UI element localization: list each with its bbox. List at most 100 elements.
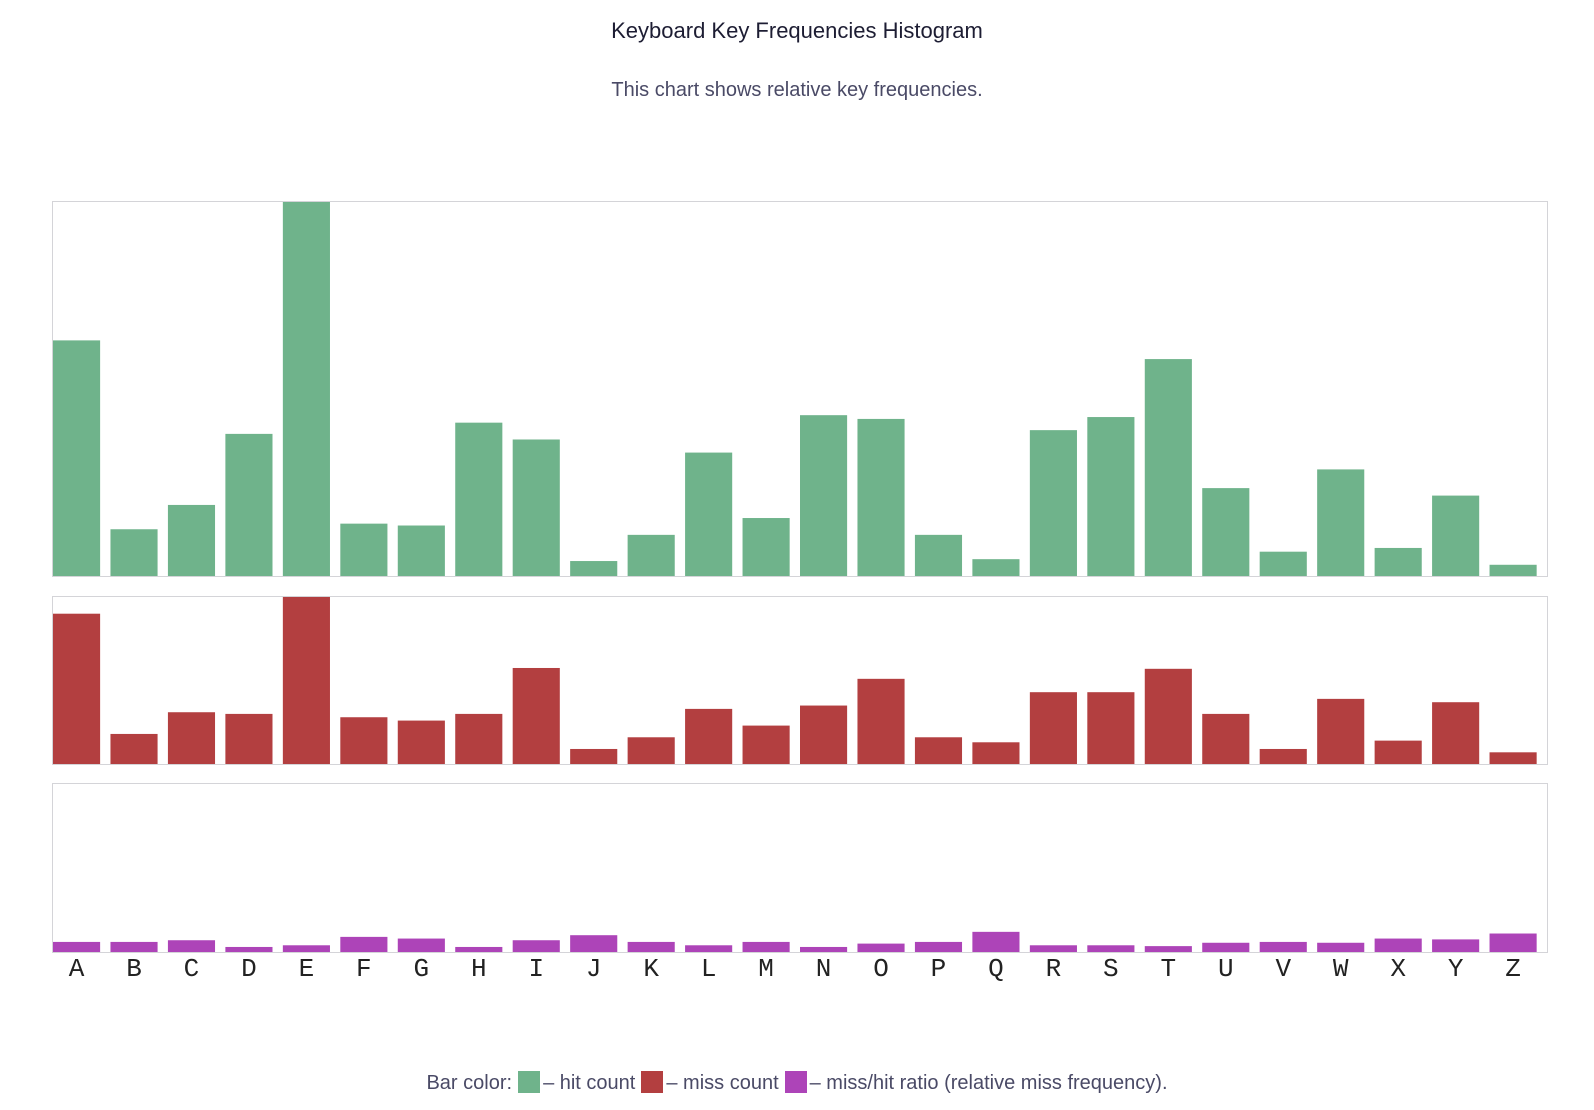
miss-hit-ratio-bar-d bbox=[225, 946, 273, 952]
hit-count-bar-q bbox=[972, 559, 1020, 576]
miss-count-bar-i bbox=[512, 667, 560, 764]
miss-count-bar-e bbox=[282, 597, 330, 764]
key-label-a: A bbox=[68, 954, 85, 984]
miss-hit-ratio-bar-p bbox=[914, 941, 963, 952]
key-label-d: D bbox=[241, 954, 257, 984]
key-label-r: R bbox=[1045, 954, 1062, 984]
chart-subtitle: This chart shows relative key frequencie… bbox=[611, 79, 983, 101]
hit-count-bar-x bbox=[1374, 547, 1422, 576]
miss-count-bar-l bbox=[685, 708, 733, 764]
hit-count-bar-p bbox=[914, 534, 963, 576]
key-label-t: T bbox=[1160, 954, 1177, 984]
key-label-y: Y bbox=[1447, 954, 1464, 984]
hit-count-bar-k bbox=[627, 534, 675, 576]
hit-count-bar-b bbox=[110, 529, 158, 576]
key-label-o: O bbox=[873, 954, 889, 984]
key-label-s: S bbox=[1103, 954, 1119, 984]
key-label-u: U bbox=[1217, 954, 1234, 984]
key-label-l: L bbox=[700, 954, 717, 984]
legend: Bar color: – hit count – miss count – miss/… bbox=[0, 1071, 1594, 1095]
miss-hit-ratio-bar-s bbox=[1087, 945, 1135, 952]
key-label-g: G bbox=[413, 954, 430, 984]
miss-hit-ratio-bar-a bbox=[53, 941, 101, 952]
key-label-b: B bbox=[126, 954, 142, 984]
hit-count-bar-e bbox=[282, 202, 330, 576]
miss-count-bar-n bbox=[800, 705, 848, 764]
key-label-e: E bbox=[298, 954, 315, 984]
hit-count-bar-m bbox=[742, 518, 790, 576]
key-label-n: N bbox=[815, 954, 832, 984]
miss-count-bar-y bbox=[1432, 702, 1480, 764]
key-label-w: W bbox=[1332, 954, 1349, 984]
miss-count-bar-m bbox=[742, 725, 790, 764]
miss-count-bar-j bbox=[570, 748, 618, 764]
hit-count-bar-t bbox=[1144, 359, 1192, 576]
key-label-k: K bbox=[643, 954, 659, 984]
miss-hit-ratio-bar-e bbox=[282, 945, 330, 952]
miss-count-bar-w bbox=[1317, 698, 1365, 764]
key-label-z: Z bbox=[1505, 954, 1521, 984]
legend-swatch-miss bbox=[641, 1071, 664, 1093]
miss-count-bar-r bbox=[1029, 692, 1077, 764]
miss-count-bar-f bbox=[340, 717, 388, 764]
miss-count-bar-a bbox=[53, 613, 101, 764]
hit-count-bar-i bbox=[512, 439, 560, 576]
legend-label-miss: – miss count bbox=[666, 1072, 779, 1094]
miss-hit-ratio-bar-j bbox=[570, 935, 618, 952]
key-label-v: V bbox=[1275, 954, 1292, 984]
hit-count-bar-f bbox=[340, 523, 388, 576]
key-label-p: P bbox=[930, 954, 947, 984]
miss-count-bar-o bbox=[857, 678, 905, 764]
miss-hit-ratio-bar-h bbox=[455, 946, 503, 952]
miss-count-bar-b bbox=[110, 733, 158, 764]
miss-count-bar-z bbox=[1489, 752, 1537, 764]
hit-count-bar-h bbox=[455, 422, 503, 576]
legend-swatch-hit bbox=[518, 1071, 541, 1093]
miss-count-bar-c bbox=[167, 712, 216, 764]
miss-hit-ratio-bar-f bbox=[340, 936, 388, 952]
legend-prefix: Bar color: bbox=[426, 1072, 513, 1094]
miss-count-bar-x bbox=[1374, 740, 1422, 764]
hit-count-panel bbox=[52, 201, 1548, 577]
miss-count-bar-k bbox=[627, 737, 675, 764]
key-axis-labels: A B C D E F G H I J K L M N O P Q R S T U V W X Y Z bbox=[52, 954, 1548, 990]
miss-hit-ratio-bar-u bbox=[1202, 942, 1250, 952]
miss-hit-ratio-bars bbox=[53, 931, 1537, 952]
key-label-f: F bbox=[356, 954, 372, 984]
miss-count-bar-q bbox=[972, 742, 1020, 764]
hit-count-bar-d bbox=[225, 433, 273, 576]
miss-hit-ratio-bar-b bbox=[110, 941, 158, 952]
miss-count-bar-s bbox=[1087, 692, 1135, 764]
miss-hit-ratio-bar-g bbox=[397, 938, 445, 952]
miss-count-bar-t bbox=[1144, 668, 1192, 764]
miss-count-bar-h bbox=[455, 713, 503, 764]
key-label-h: H bbox=[470, 954, 487, 984]
miss-hit-ratio-bar-z bbox=[1489, 933, 1537, 952]
miss-hit-ratio-bar-r bbox=[1029, 945, 1077, 952]
miss-hit-ratio-bar-c bbox=[167, 940, 216, 952]
miss-count-bar-p bbox=[914, 737, 963, 764]
miss-hit-ratio-bar-q bbox=[972, 931, 1020, 952]
miss-count-bar-d bbox=[225, 713, 273, 764]
key-label-c: C bbox=[183, 954, 200, 984]
hit-count-bars bbox=[53, 202, 1537, 576]
legend-label-hit: – hit count bbox=[543, 1072, 636, 1094]
hit-count-bar-o bbox=[857, 418, 905, 576]
key-label-m: M bbox=[758, 954, 774, 984]
hit-count-bar-l bbox=[685, 452, 733, 576]
legend-label-ratio: – miss/hit ratio (relative miss frequenc… bbox=[809, 1072, 1168, 1094]
miss-hit-ratio-bar-n bbox=[800, 946, 848, 952]
miss-hit-ratio-bar-o bbox=[857, 943, 905, 952]
miss-hit-ratio-bar-m bbox=[742, 941, 790, 952]
key-label-x: X bbox=[1390, 954, 1406, 984]
hit-count-bar-z bbox=[1489, 564, 1537, 576]
hit-count-bar-j bbox=[570, 561, 618, 576]
chart-title: Keyboard Key Frequencies Histogram bbox=[611, 18, 983, 43]
hit-count-bar-y bbox=[1432, 495, 1480, 576]
hit-count-bar-s bbox=[1087, 417, 1135, 576]
key-label-i: I bbox=[528, 954, 545, 984]
miss-hit-ratio-bar-i bbox=[512, 940, 560, 952]
miss-hit-ratio-bar-t bbox=[1144, 946, 1192, 952]
miss-count-bar-v bbox=[1259, 748, 1307, 764]
miss-count-bar-g bbox=[397, 720, 445, 764]
